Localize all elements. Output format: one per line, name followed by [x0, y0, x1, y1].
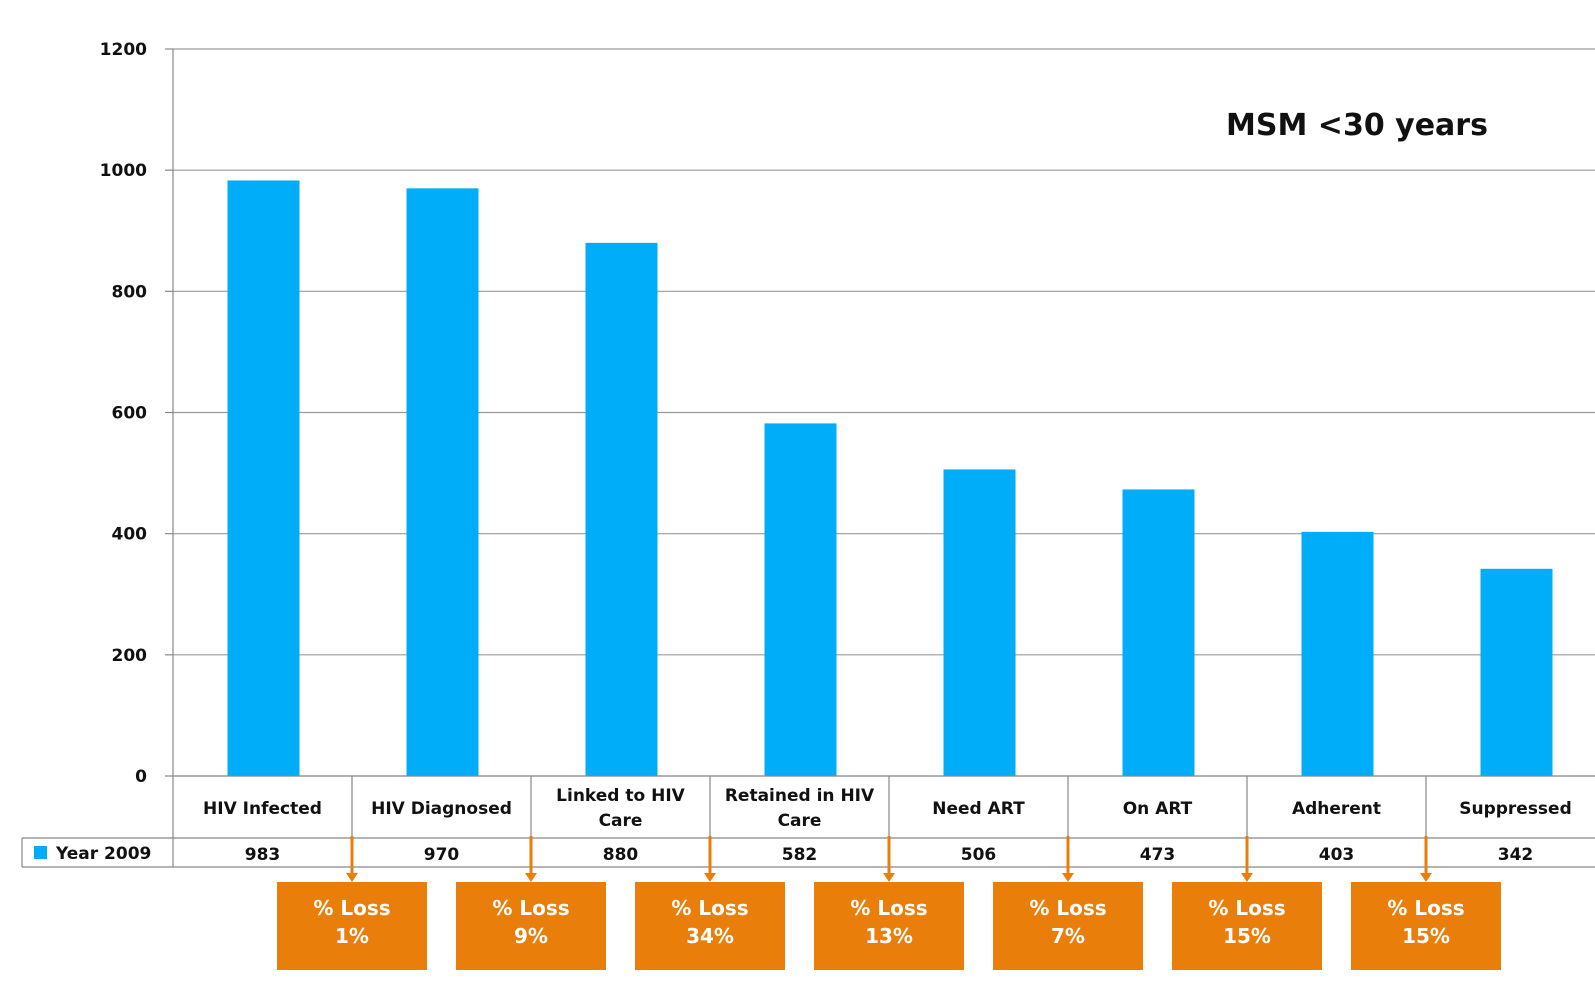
- category-label: On ART: [1123, 799, 1193, 819]
- loss-box-title: % Loss: [1029, 896, 1106, 920]
- data-value: 970: [424, 845, 460, 865]
- loss-box-value: 34%: [686, 924, 734, 948]
- y-tick-label: 0: [135, 767, 147, 787]
- loss-box-title: % Loss: [671, 896, 748, 920]
- data-value: 342: [1498, 845, 1534, 865]
- category-label: Linked to HIV: [556, 786, 686, 806]
- loss-arrow-head: [346, 873, 358, 882]
- category-label: Retained in HIV: [725, 786, 875, 806]
- y-tick-label: 1200: [100, 40, 147, 60]
- bar: [406, 188, 479, 776]
- loss-box: [814, 882, 964, 970]
- loss-box-value: 7%: [1051, 924, 1085, 948]
- bar: [585, 242, 658, 776]
- data-value: 880: [603, 845, 639, 865]
- data-value: 582: [782, 845, 818, 865]
- category-label: Suppressed: [1459, 799, 1572, 819]
- loss-box: [635, 882, 785, 970]
- category-label: Care: [599, 811, 643, 831]
- loss-box-title: % Loss: [1208, 896, 1285, 920]
- chart-title: MSM <30 years: [1226, 108, 1488, 143]
- bar: [1301, 531, 1374, 776]
- bar: [943, 469, 1016, 776]
- legend-swatch: [34, 846, 47, 859]
- y-tick-label: 400: [112, 525, 148, 545]
- bar: [1480, 568, 1553, 776]
- y-axis: 0 200 400 600 800 1000 1200: [100, 40, 174, 867]
- loss-box-value: 1%: [335, 924, 369, 948]
- category-label: Adherent: [1292, 799, 1381, 819]
- loss-arrow-head: [1420, 873, 1432, 882]
- category-label: HIV Diagnosed: [371, 799, 512, 819]
- data-value: 506: [961, 845, 997, 865]
- loss-box-title: % Loss: [850, 896, 927, 920]
- data-value: 403: [1319, 845, 1355, 865]
- y-tick-label: 600: [112, 404, 148, 424]
- loss-box-title: % Loss: [492, 896, 569, 920]
- category-label: Need ART: [932, 799, 1025, 819]
- loss-box: [456, 882, 606, 970]
- bar: [227, 180, 300, 777]
- loss-box-title: % Loss: [1387, 896, 1464, 920]
- bar: [764, 423, 837, 776]
- loss-box: [1351, 882, 1501, 970]
- loss-arrow-head: [1241, 873, 1253, 882]
- loss-boxes: % Loss 1% % Loss 9% % Loss 34% % Loss 13% % Loss…: [277, 836, 1501, 970]
- data-table: Year 2009 HIV Infected 983 HIV Diagnosed 970…: [21, 775, 1595, 868]
- category-label: Care: [778, 811, 822, 831]
- loss-arrow-head: [525, 873, 537, 882]
- loss-box-value: 15%: [1402, 924, 1450, 948]
- loss-box: [1172, 882, 1322, 970]
- bars: [227, 180, 1553, 777]
- y-tick-label: 200: [112, 646, 148, 666]
- y-tick-label: 1000: [100, 161, 147, 181]
- loss-arrow-head: [1062, 873, 1074, 882]
- y-tick-label: 800: [112, 282, 148, 302]
- bar: [1122, 489, 1195, 776]
- loss-box-value: 15%: [1223, 924, 1271, 948]
- loss-box-value: 13%: [865, 924, 913, 948]
- loss-arrow-head: [704, 873, 716, 882]
- data-value: 983: [245, 845, 281, 865]
- loss-box: [993, 882, 1143, 970]
- loss-box-title: % Loss: [313, 896, 390, 920]
- loss-box-value: 9%: [514, 924, 548, 948]
- category-label: HIV Infected: [203, 799, 322, 819]
- loss-box: [277, 882, 427, 970]
- data-value: 473: [1140, 845, 1176, 865]
- loss-arrow-head: [883, 873, 895, 882]
- legend-label: Year 2009: [55, 844, 151, 864]
